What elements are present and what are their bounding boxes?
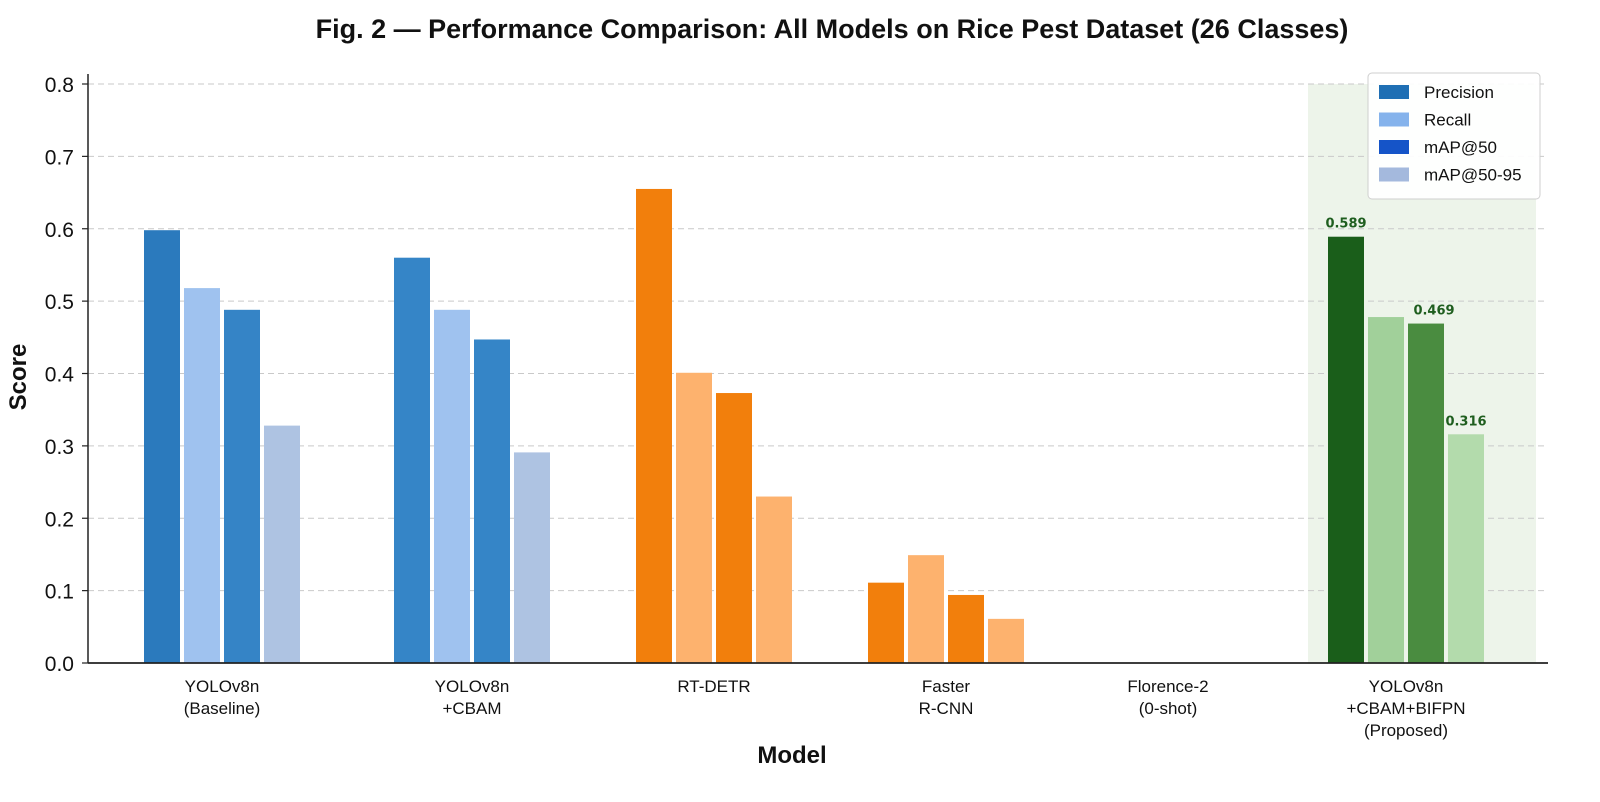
x-tick-label: YOLOv8n +CBAM	[435, 677, 510, 718]
y-tick-label: 0.8	[45, 74, 74, 97]
bar-map-50-95-1	[514, 452, 550, 663]
bar-precision-0	[144, 230, 180, 663]
legend-swatch	[1379, 140, 1409, 154]
legend-swatch	[1379, 167, 1409, 182]
legend-entry-label: Recall	[1424, 111, 1471, 130]
y-axis-title: Score	[5, 344, 32, 411]
x-axis-title: Model	[757, 742, 826, 769]
y-tick-label: 0.1	[45, 581, 74, 604]
legend-entry-label: mAP@50-95	[1424, 166, 1522, 185]
y-tick-label: 0.3	[45, 436, 74, 459]
x-tick-label: YOLOv8n (Baseline)	[184, 677, 261, 718]
value-label: 0.589	[1325, 217, 1366, 232]
bar-precision-2	[636, 188, 672, 663]
x-tick-label: Florence-2 (0-shot)	[1127, 677, 1208, 718]
bar-map-50-95-0	[264, 425, 300, 663]
bar-precision-5	[1328, 236, 1364, 663]
bar-recall-2	[676, 372, 712, 663]
value-label: 0.316	[1445, 414, 1486, 429]
bar-map-50-3	[948, 594, 984, 663]
bar-recall-5	[1368, 317, 1404, 663]
legend-entry-label: mAP@50	[1424, 138, 1497, 157]
y-tick-label: 0.0	[45, 653, 74, 676]
x-tick-label: Faster R-CNN	[919, 677, 974, 718]
y-tick-label: 0.2	[45, 508, 74, 531]
x-tick-label: YOLOv8n +CBAM+BIFPN (Proposed)	[1346, 677, 1465, 740]
legend-swatch	[1379, 85, 1409, 99]
x-tick-label: RT-DETR	[677, 677, 750, 696]
bar-map-50-0	[224, 309, 260, 663]
bar-map-50-95-2	[756, 496, 792, 663]
value-label: 0.469	[1413, 304, 1454, 319]
y-tick-label: 0.4	[45, 364, 75, 387]
legend-entry-label: Precision	[1424, 83, 1494, 102]
bar-recall-1	[434, 309, 470, 663]
y-tick-label: 0.6	[45, 219, 74, 242]
bar-map-50-95-5	[1448, 434, 1484, 663]
bar-map-50-2	[716, 393, 752, 663]
y-tick-label: 0.7	[45, 146, 74, 169]
legend-box	[1367, 72, 1541, 200]
bar-map-50-5	[1408, 323, 1444, 663]
y-tick-label: 0.5	[45, 291, 74, 314]
chart-title: Fig. 2 — Performance Comparison: All Mod…	[316, 14, 1349, 44]
bar-map-50-95-3	[988, 618, 1024, 663]
legend-swatch	[1379, 112, 1409, 127]
bar-map-50-1	[474, 339, 510, 663]
bar-precision-3	[868, 582, 904, 663]
bar-recall-0	[184, 288, 220, 663]
bar-recall-3	[908, 555, 944, 663]
bar-precision-1	[394, 257, 430, 663]
